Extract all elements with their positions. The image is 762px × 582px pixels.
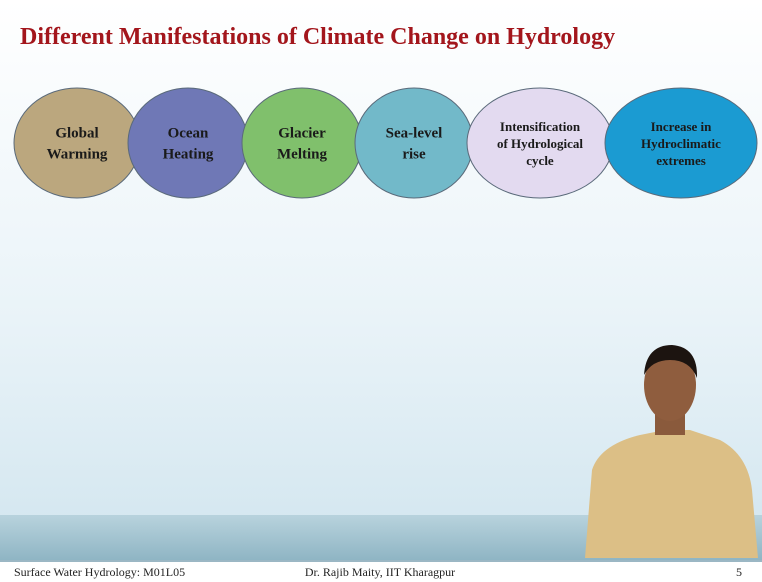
stage-ellipse <box>241 87 363 199</box>
stage-row: Global Warming Ocean Heating Glacier Melting S… <box>13 87 758 199</box>
page-number: 5 <box>736 565 742 579</box>
slide-title: Different Manifestations of Climate Chan… <box>20 24 615 50</box>
footer-bar <box>0 560 762 582</box>
presenter-head <box>644 349 696 421</box>
stage-ellipse <box>354 87 474 199</box>
stage-ellipse <box>127 87 249 199</box>
stage-label: cycle <box>526 153 554 168</box>
stage-ellipse <box>604 87 758 199</box>
presenter <box>585 345 758 558</box>
stage-label: Glacier <box>278 126 326 142</box>
stage-label: extremes <box>656 153 706 168</box>
stage-label: Increase in <box>651 119 713 134</box>
stage-label: Hydroclimatic <box>641 136 721 151</box>
footer-center: Dr. Rajib Maity, IIT Kharagpur <box>305 565 455 579</box>
stage-label: Ocean <box>168 126 209 142</box>
stage-label: rise <box>402 147 426 163</box>
stage-label: Warming <box>47 147 108 163</box>
stage-label: Heating <box>163 147 214 163</box>
stage-label: Intensification <box>500 119 581 134</box>
stage-ellipse <box>13 87 141 199</box>
footer-left: Surface Water Hydrology: M01L05 <box>14 565 185 579</box>
presenter-hair <box>644 345 698 378</box>
stage-label: Sea-level <box>386 126 443 142</box>
presenter-shirt <box>585 430 758 558</box>
stage-label: of Hydrological <box>497 136 583 151</box>
stage-label: Melting <box>277 147 327 163</box>
stage-label: Global <box>55 126 98 142</box>
